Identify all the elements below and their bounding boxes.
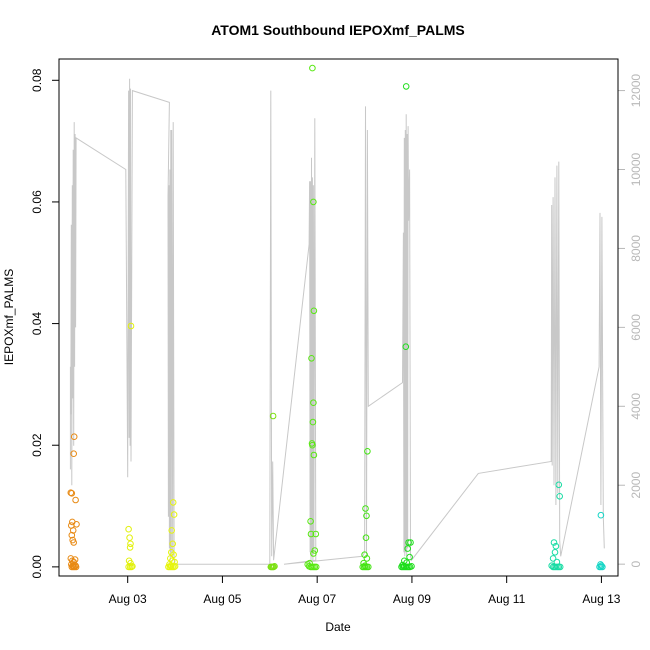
data-point-38 <box>169 540 176 548</box>
data-point-7 <box>70 539 77 546</box>
data-point-5 <box>68 531 76 539</box>
data-point-8 <box>70 433 78 441</box>
data-point-11 <box>73 521 80 528</box>
y2-tick-label-0: 0 <box>629 561 643 568</box>
data-point-15 <box>71 556 79 563</box>
data-point-62 <box>310 399 317 407</box>
data-point-57 <box>271 563 278 570</box>
data-point-130 <box>599 563 606 571</box>
data-point-40 <box>170 551 177 559</box>
data-point-67 <box>307 518 314 525</box>
data-point-125 <box>597 511 605 519</box>
y-tick-label-0: 0.00 <box>30 555 44 579</box>
y-axis-label: IEPOXmf_PALMS <box>2 269 16 365</box>
data-point-94 <box>402 343 410 351</box>
data-point-59 <box>310 198 317 206</box>
data-point-78 <box>312 563 320 571</box>
y-tick-label-1: 0.02 <box>30 433 44 457</box>
y-tick-label-2: 0.04 <box>30 312 44 336</box>
data-point-37 <box>168 527 175 534</box>
data-point-115 <box>551 549 559 556</box>
data-point-93 <box>402 83 410 90</box>
data-point-10 <box>72 496 79 504</box>
data-point-58 <box>309 64 316 72</box>
data-point-69 <box>312 530 320 538</box>
y2-tick-label-4: 8000 <box>629 235 643 262</box>
y2-tick-label-2: 4000 <box>629 393 643 420</box>
data-point-26 <box>126 534 133 542</box>
data-point-35 <box>169 499 177 506</box>
x-tick-label-0: Aug 03 <box>109 592 147 606</box>
data-point-110 <box>408 563 415 570</box>
y2-tick-label-6: 12000 <box>629 74 643 108</box>
data-point-116 <box>549 555 557 562</box>
data-point-79 <box>306 559 313 567</box>
data-point-81 <box>362 505 369 512</box>
y-tick-label-4: 0.08 <box>30 68 44 92</box>
data-point-97 <box>404 545 412 552</box>
data-point-114 <box>552 542 560 550</box>
plot-frame <box>58 58 619 577</box>
data-point-68 <box>307 530 315 538</box>
data-point-83 <box>362 534 370 542</box>
data-point-98 <box>406 553 413 561</box>
data-point-9 <box>70 450 77 458</box>
data-point-36 <box>170 511 178 518</box>
data-point-65 <box>309 441 316 449</box>
data-point-28 <box>126 544 134 551</box>
y2-tick-label-3: 6000 <box>629 314 643 341</box>
data-point-51 <box>171 563 179 570</box>
data-point-112 <box>556 493 564 500</box>
scatter-points <box>67 64 606 571</box>
x-tick-label-3: Aug 09 <box>393 592 431 606</box>
x-axis-label: Date <box>325 620 351 634</box>
data-point-92 <box>365 563 372 571</box>
data-point-27 <box>127 540 134 548</box>
data-point-60 <box>310 307 318 315</box>
y-tick-label-3: 0.06 <box>30 190 44 214</box>
data-point-80 <box>364 448 371 455</box>
chart-title: ATOM1 Southbound IEPOXmf_PALMS <box>211 22 465 38</box>
data-point-85 <box>363 555 371 562</box>
data-point-1 <box>68 490 76 497</box>
x-tick-label-2: Aug 07 <box>298 592 336 606</box>
data-point-124 <box>556 563 564 571</box>
data-point-70 <box>311 547 319 554</box>
data-point-82 <box>363 512 370 520</box>
y2-tick-label-5: 10000 <box>629 152 643 186</box>
x-tick-label-1: Aug 05 <box>203 592 241 606</box>
data-point-23 <box>72 563 80 571</box>
data-point-66 <box>310 451 318 459</box>
y2-tick-label-1: 2000 <box>629 472 643 499</box>
data-point-25 <box>125 525 132 533</box>
data-point-61 <box>308 355 315 362</box>
data-point-34 <box>129 563 136 570</box>
data-point-96 <box>407 539 414 546</box>
x-tick-label-4: Aug 11 <box>488 592 525 606</box>
data-point-113 <box>550 539 558 546</box>
data-point-95 <box>405 539 412 546</box>
data-point-63 <box>309 418 317 426</box>
data-point-71 <box>310 550 317 557</box>
data-point-111 <box>555 481 563 489</box>
x-tick-label-5: Aug 13 <box>582 592 620 606</box>
data-point-24 <box>127 322 135 330</box>
data-point-52 <box>269 412 277 420</box>
